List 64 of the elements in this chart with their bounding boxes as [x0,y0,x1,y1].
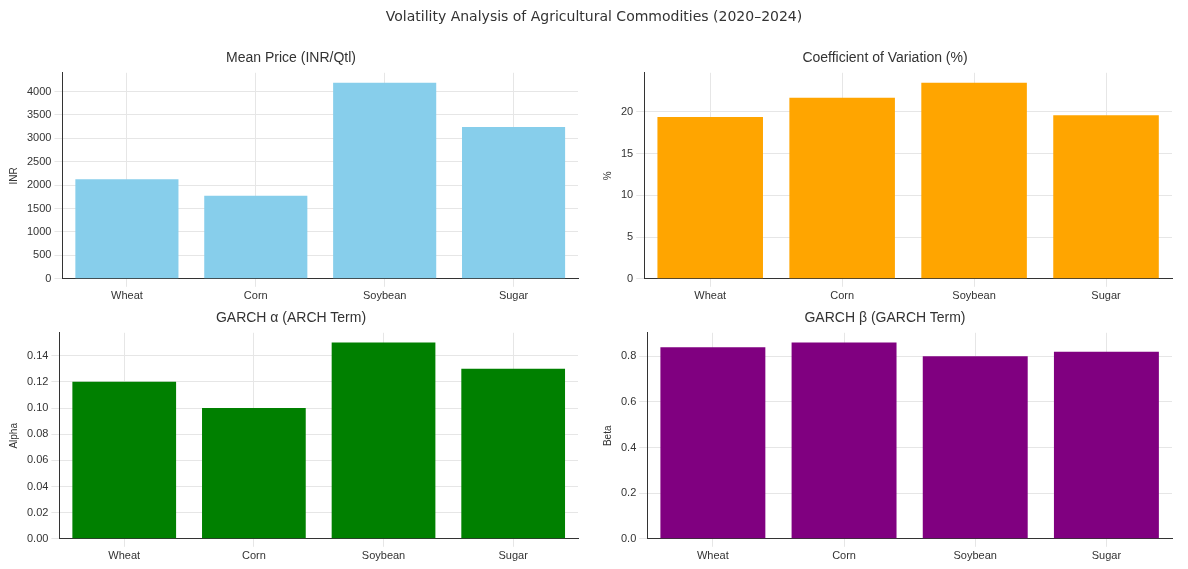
x-tick-label: Corn [241,549,266,562]
bar [1053,351,1159,539]
bar [72,381,177,539]
y-tick-label: 0.4 [620,440,637,453]
y-tick-label: 0.10 [26,401,49,414]
x-tick-label: Sugar [498,289,529,302]
y-axis-title: Alpha [7,422,19,449]
y-tick-label: 500 [33,248,52,261]
x-tick-label: Sugar [1091,549,1122,562]
y-tick-label: 5 [627,230,634,243]
bar [791,342,897,539]
bar [660,347,766,539]
x-tick-label: Wheat [111,289,143,302]
bar [75,179,179,279]
y-tick-label: 0.6 [620,394,637,407]
x-tick-label: Wheat [108,549,141,562]
chart-title: GARCH β (GARCH Term) [804,309,966,326]
x-tick-label: Sugar [1091,289,1122,302]
x-tick-label: Corn [832,549,856,562]
y-tick-label: 0.8 [620,349,637,362]
y-tick-label: 20 [620,105,634,118]
y-tick-label: 3500 [26,107,52,120]
x-tick-label: Soybean [952,289,996,302]
y-tick-label: 0.04 [26,479,49,492]
y-tick-label: 0 [627,271,634,284]
y-tick-label: 2500 [26,154,52,167]
bar [331,342,436,539]
x-tick-label: Soybean [361,549,406,562]
y-tick-label: 0.12 [26,374,49,387]
y-tick-label: 4000 [26,84,52,97]
x-tick-label: Wheat [694,289,727,302]
x-tick-label: Sugar [498,549,529,562]
bar [462,127,566,279]
chart-title: Coefficient of Variation (%) [802,49,968,66]
chart-title: Mean Price (INR/Qtl) [226,49,356,66]
text: Volatility Analysis of Agricultural Commodities (2020–2024) [384,8,804,24]
y-tick-label: 0.08 [26,427,49,440]
y-tick-label: 0.00 [26,531,49,544]
y-tick-label: 0.06 [26,453,49,466]
y-tick-label: 0.02 [26,505,49,518]
x-tick-label: Corn [243,289,268,302]
y-tick-label: 1500 [26,201,52,214]
y-tick-label: 0 [45,271,52,284]
bar [461,368,566,539]
y-tick-label: 0.2 [620,486,637,499]
x-tick-label: Soybean [953,549,997,562]
y-axis-title: % [601,171,613,181]
bar [202,408,306,539]
y-tick-label: 0.0 [620,531,637,544]
y-tick-label: 3000 [26,131,52,144]
y-axis-title: INR [7,167,19,185]
bar [333,82,437,279]
y-axis-title: Beta [601,425,613,447]
y-tick-label: 2000 [26,178,52,191]
x-tick-label: Corn [830,289,855,302]
y-tick-label: 0.14 [26,348,49,361]
bar [204,195,308,279]
y-tick-label: 15 [620,146,634,159]
bar [922,356,1028,539]
x-tick-label: Soybean [362,289,407,302]
y-tick-label: 10 [620,188,634,201]
chart-title: GARCH α (ARCH Term) [215,309,367,326]
x-tick-label: Wheat [696,549,729,562]
y-tick-label: 1000 [26,225,52,238]
